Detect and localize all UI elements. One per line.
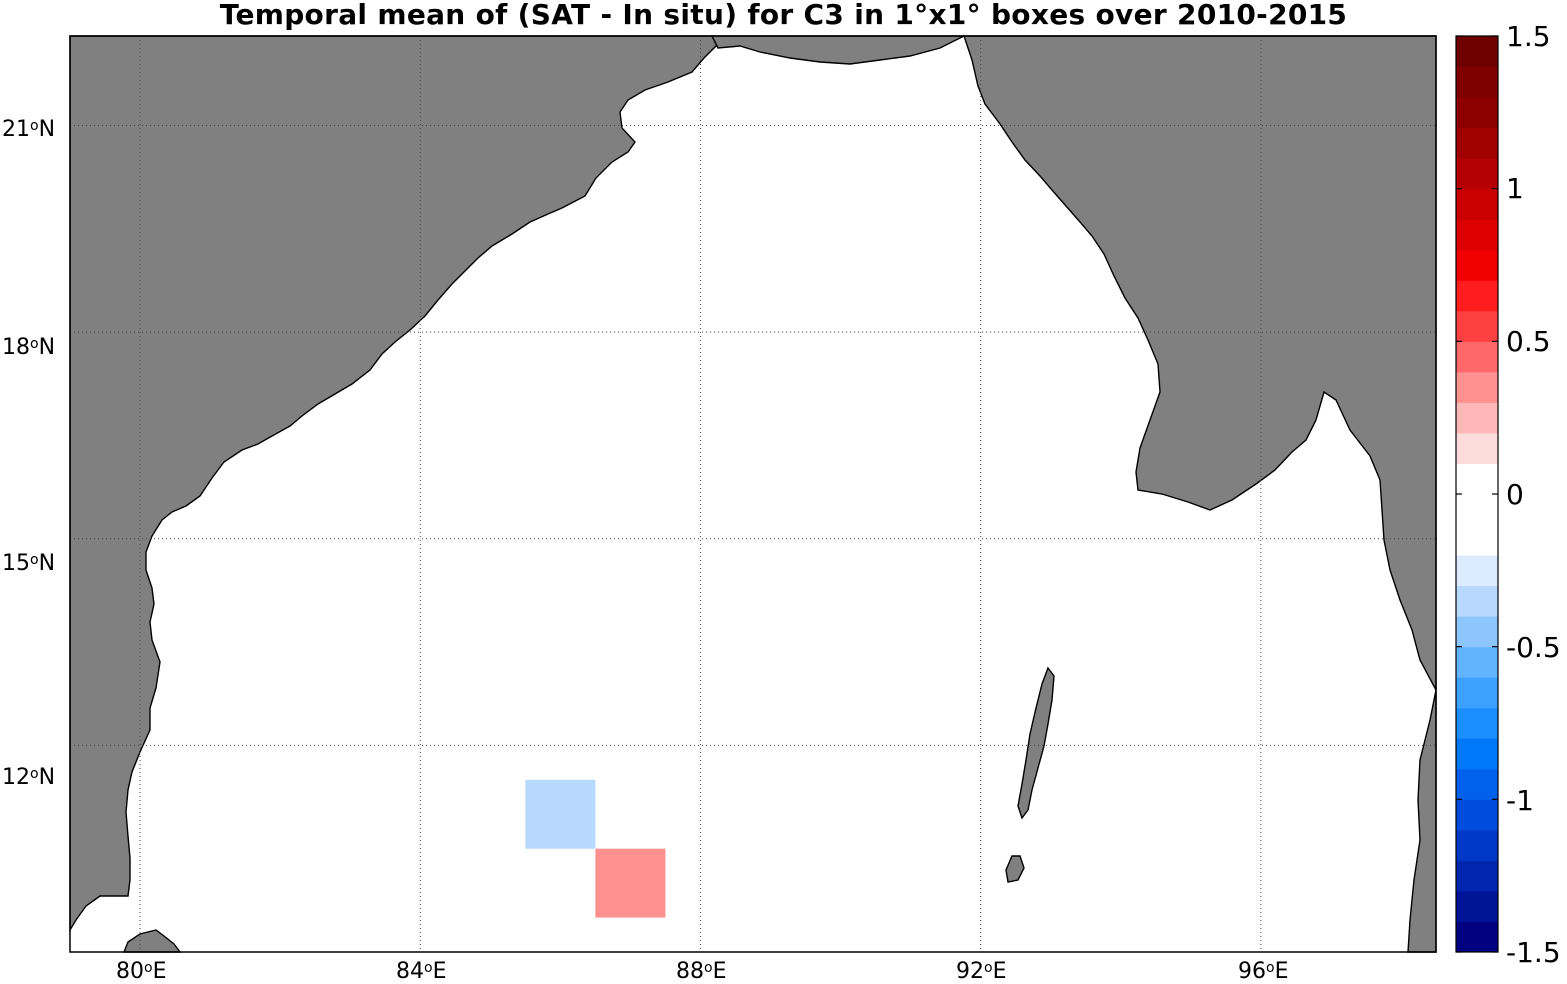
colorbar-segment [1456,616,1498,648]
colorbar-segment [1456,158,1498,190]
colorbar-label-minus-1: -1 [1506,784,1534,817]
colorbar-segment [1456,432,1498,464]
colorbar-segment [1456,127,1498,159]
colorbar-segment [1456,97,1498,129]
map-frame [69,35,1437,953]
colorbar-label-0: 0 [1506,478,1524,511]
colorbar-segment [1456,829,1498,861]
land-andaman-islands [1017,666,1055,820]
colorbar-label-0-5: 0.5 [1506,325,1551,358]
lat-label-15n: 15oN [2,551,56,576]
colorbar-segment [1456,890,1498,922]
lon-label-80e: 80oE [116,959,167,984]
colorbar-segment [1456,555,1498,587]
colorbar-label-minus-0-5: -0.5 [1506,631,1561,664]
colorbar-segment [1456,463,1498,495]
land-india [69,35,719,933]
colorbar-segment [1456,707,1498,739]
lon-label-96e: 96oE [1238,959,1289,984]
colorbar-segment [1456,402,1498,434]
colorbar-label-1: 1 [1506,172,1524,205]
colorbar-segment [1456,188,1498,220]
lat-label-21n: 21oN [2,117,56,142]
data-box-0 [525,779,596,849]
colorbar-segment [1456,341,1498,373]
data-boxes [525,779,666,918]
colorbar-label-minus-1-5: -1.5 [1506,936,1561,969]
lat-label-18n: 18oN [2,335,56,360]
colorbar-ticks [1456,35,1498,953]
land-bangladesh-myanmar [710,35,1437,691]
colorbar-segment [1456,280,1498,312]
colorbar-segment [1456,219,1498,251]
colorbar-segment [1456,585,1498,617]
map-title: Temporal mean of (SAT - In situ) for C3 … [219,0,1348,31]
colorbar-segment [1456,524,1498,556]
colorbar-segment [1456,646,1498,678]
colorbar-segment [1456,677,1498,709]
data-box-1 [595,848,666,918]
colorbar-segment [1456,249,1498,281]
colorbar-segment [1456,310,1498,342]
colorbar-segment [1456,36,1498,68]
land-sri-lanka [122,929,182,953]
land-little-andaman [1005,855,1025,883]
colorbar-segment [1456,921,1498,953]
lon-label-84e: 84oE [396,959,447,984]
colorbar-segment [1456,66,1498,98]
colorbar-segment [1456,768,1498,800]
colorbar [1456,36,1498,953]
colorbar-segment [1456,738,1498,770]
colorbar-segment [1456,371,1498,403]
gridlines [70,36,1436,952]
colorbar-segment [1456,860,1498,892]
lon-label-92e: 92oE [956,959,1007,984]
lon-label-88e: 88oE [676,959,727,984]
lat-label-12n: 12oN [2,765,56,790]
colorbar-segment [1456,494,1498,526]
colorbar-label-1-5: 1.5 [1506,20,1551,53]
colorbar-segment [1456,799,1498,831]
